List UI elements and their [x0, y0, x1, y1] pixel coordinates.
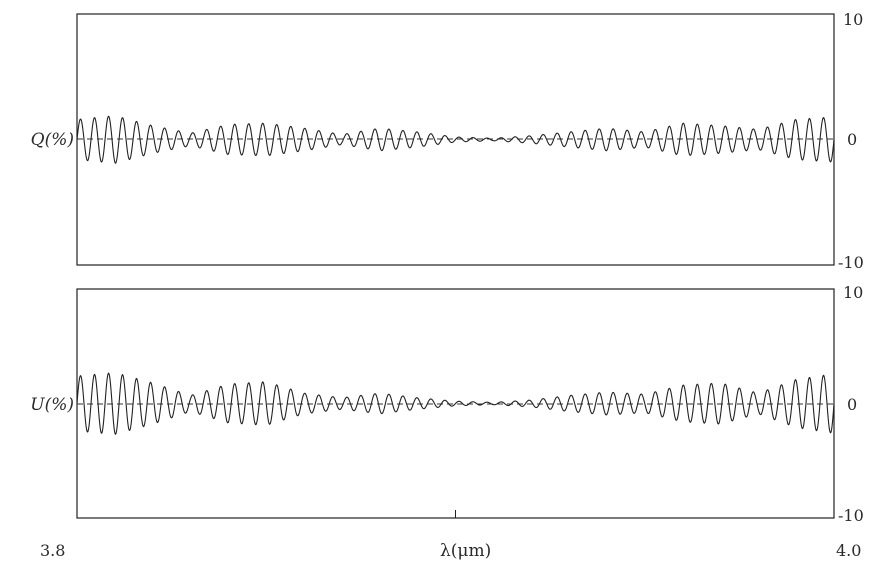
q-series-line — [76, 115, 835, 164]
x-tick-right: 4.0 — [836, 541, 861, 560]
q-panel: Q(%) 10 0 -10 — [31, 10, 864, 272]
x-axis-label: λ(μm) — [440, 541, 491, 561]
q-ytick-bottom: -10 — [838, 253, 864, 272]
u-series-line — [76, 372, 835, 435]
u-axis-label: U(%) — [30, 395, 74, 415]
q-axis-label: Q(%) — [31, 130, 74, 150]
u-ytick-bottom: -10 — [838, 506, 864, 525]
u-ytick-top: 10 — [843, 283, 863, 302]
x-tick-left: 3.8 — [40, 541, 65, 560]
q-ytick-zero: 0 — [847, 130, 857, 149]
u-panel: U(%) 10 0 -10 — [30, 283, 864, 525]
u-ytick-zero: 0 — [847, 395, 857, 414]
q-ytick-top: 10 — [843, 10, 863, 29]
